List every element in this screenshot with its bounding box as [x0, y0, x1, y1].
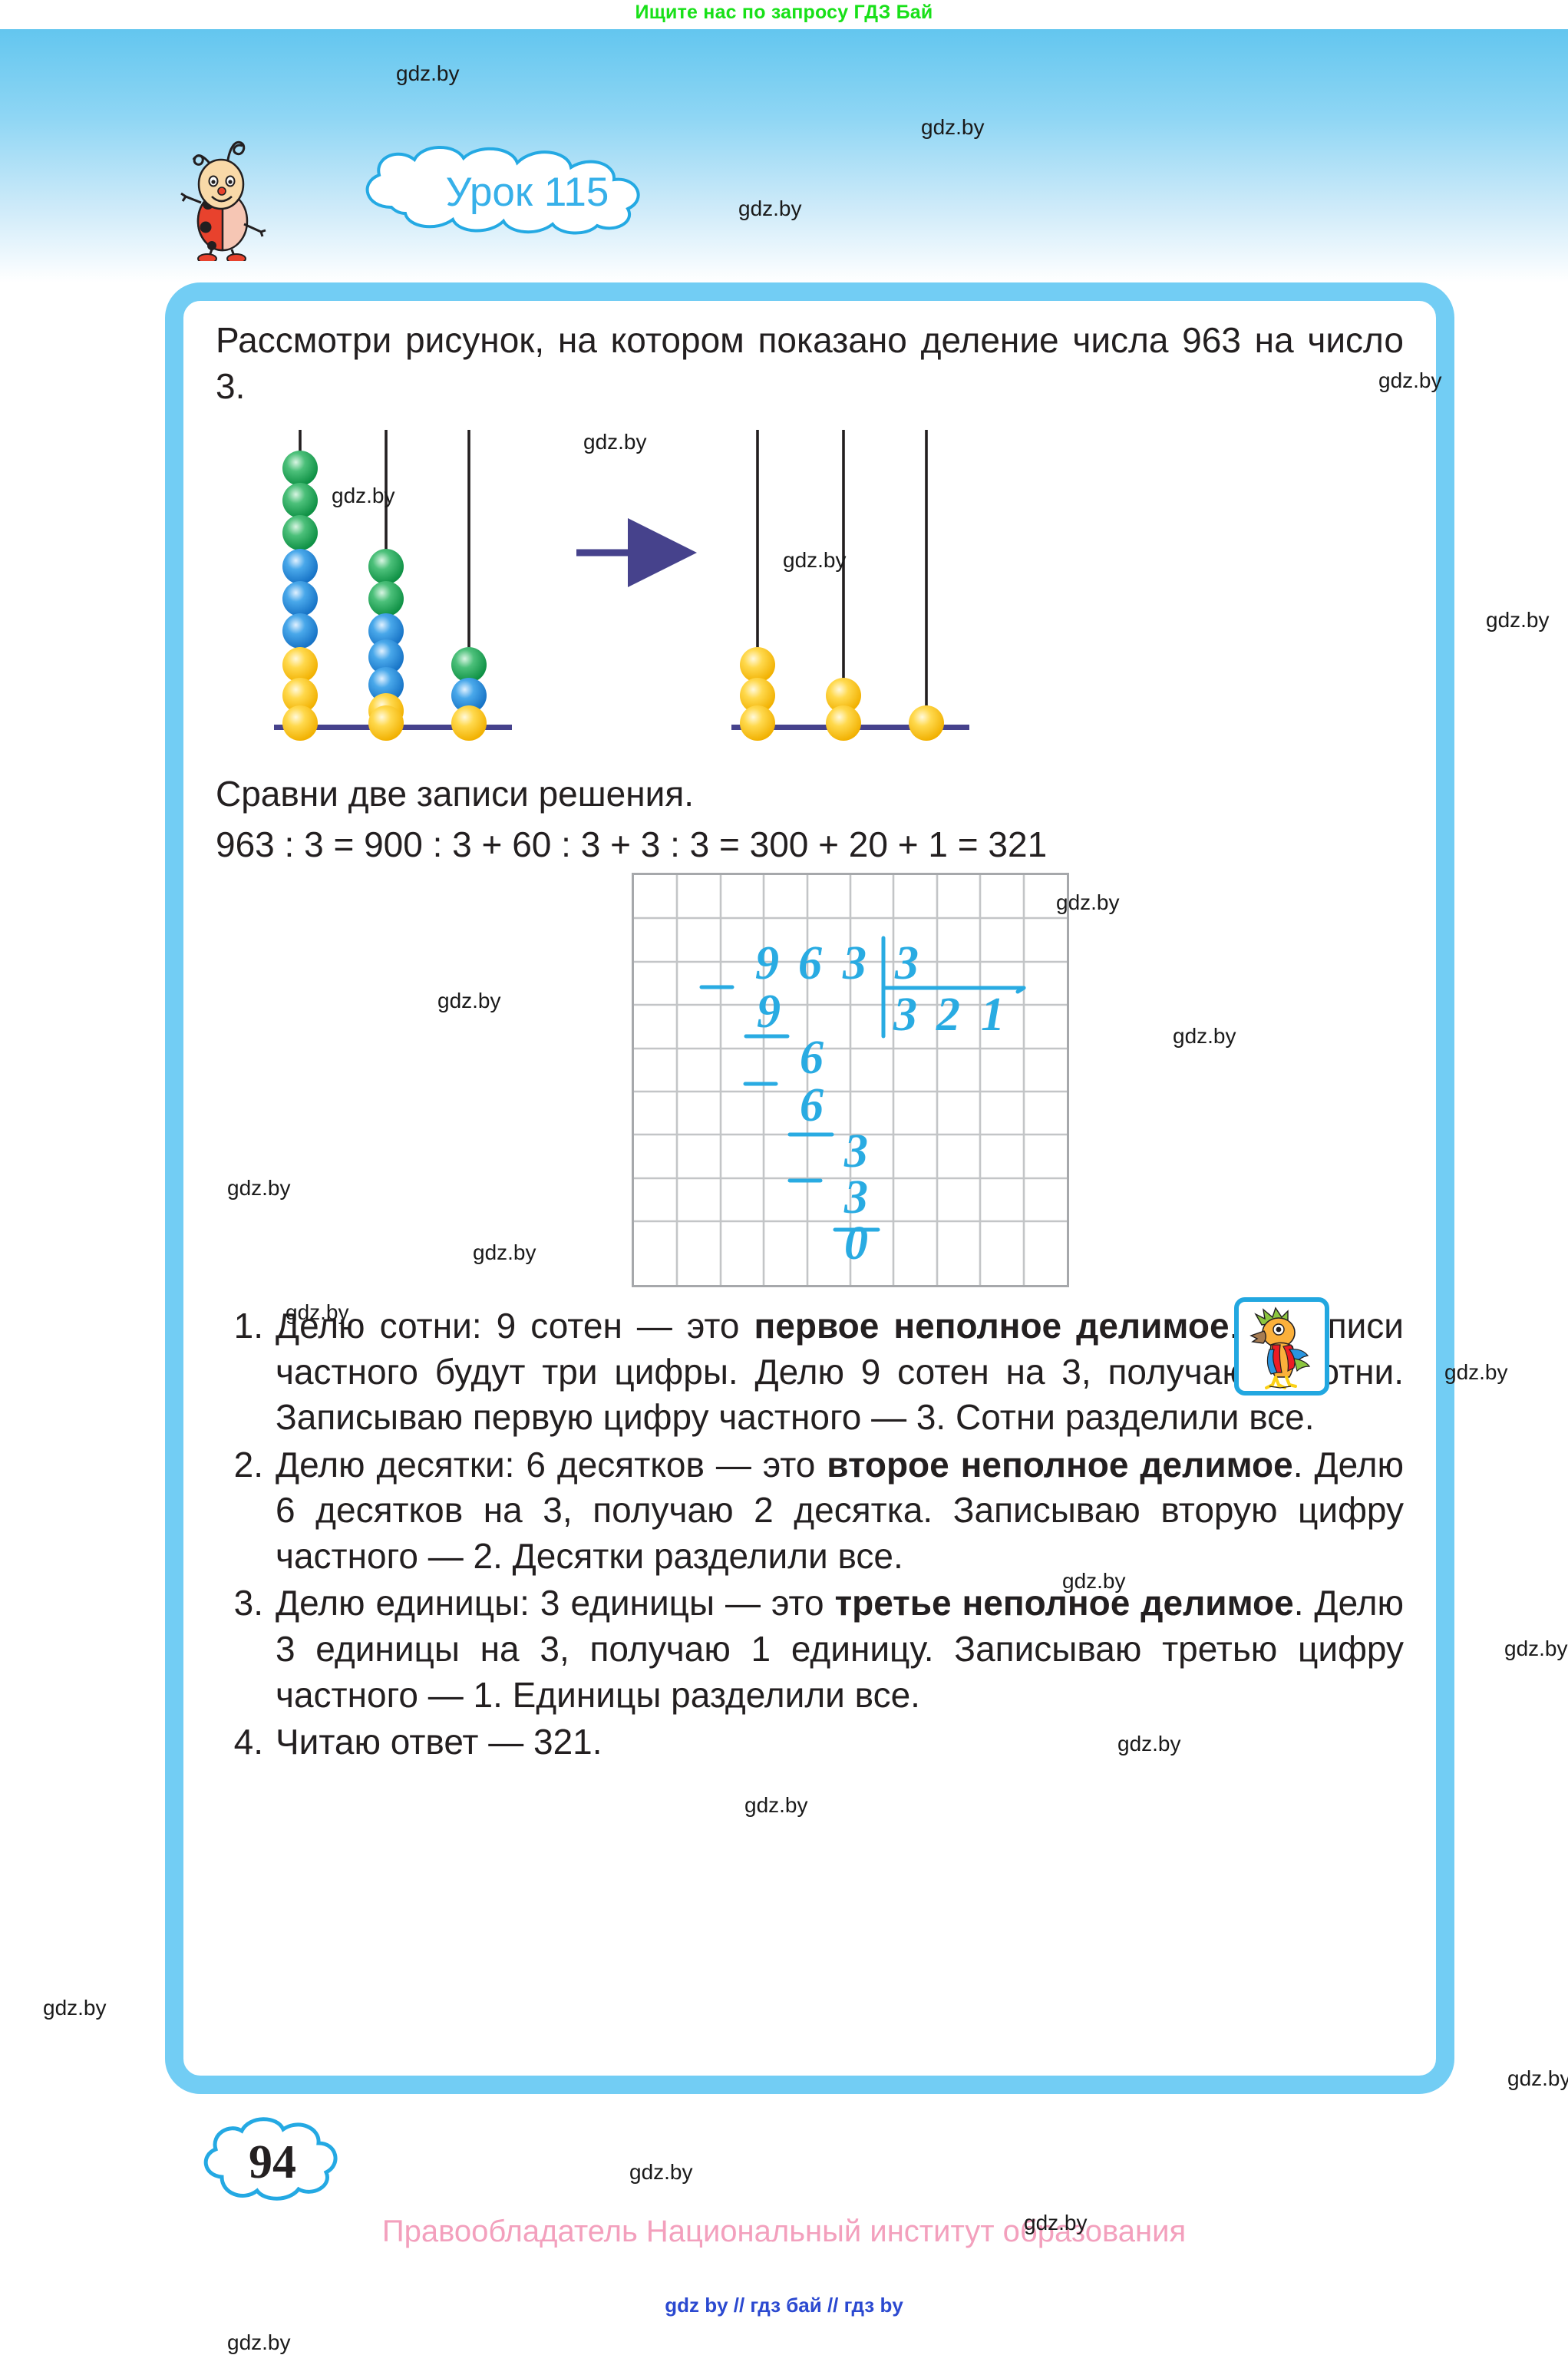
svg-text:3: 3: [843, 1171, 868, 1224]
svg-text:3: 3: [842, 937, 867, 989]
watermark-text: gdz.by: [227, 2330, 291, 2354]
page-number-cloud: 94: [196, 2105, 349, 2220]
promo-banner-text: Ищите нас по запросу ГДЗ Бай: [635, 2, 933, 23]
lesson-content-panel: Рассмотри рисунок, на котором показано д…: [165, 282, 1454, 2094]
copyright-notice: Правообладатель Национальный институт об…: [381, 2215, 1187, 2248]
svg-text:6: 6: [800, 1032, 824, 1084]
step-item: 3. Делю единицы: 3 единицы — это третье …: [216, 1580, 1404, 1718]
long-division-figure: 9 6 3 3 3 2 1 9 6 6 3: [216, 873, 1404, 1291]
svg-text:2: 2: [936, 989, 960, 1041]
watermark-text: gdz.by: [629, 2160, 693, 2184]
step-number: 2.: [233, 1444, 263, 1485]
steps-list: 1. Делю сотни: 9 сотен — это первое непо…: [216, 1303, 1404, 1765]
promo-banner: Ищите нас по запросу ГДЗ Бай: [0, 0, 1568, 29]
svg-text:6: 6: [800, 1079, 824, 1131]
svg-text:0: 0: [844, 1217, 868, 1270]
step-item: 2. Делю десятки: 6 десятков — это второе…: [216, 1442, 1404, 1580]
task-instruction-text: Рассмотри рисунок, на котором показано д…: [216, 320, 1404, 406]
parrot-icon: [1249, 1306, 1311, 1389]
compare-instruction-text: Сравни две записи решения.: [216, 773, 695, 814]
ladybug-mascot-icon: [167, 123, 290, 264]
abacus-svg: [274, 429, 969, 741]
step-text: Делю единицы: 3 единицы — это третье неп…: [276, 1583, 1404, 1715]
step-number: 4.: [233, 1722, 263, 1762]
svg-text:9: 9: [757, 986, 781, 1038]
watermark-text: gdz.by: [1486, 608, 1550, 632]
bottom-links: gdz by // гдз бай // гдз by: [665, 2294, 903, 2317]
svg-text:1: 1: [981, 989, 1005, 1041]
svg-text:9: 9: [755, 937, 779, 989]
svg-text:3: 3: [894, 937, 919, 989]
svg-text:3: 3: [843, 1125, 868, 1178]
lesson-title-label: Урок 115: [445, 170, 609, 215]
parrot-hint-badge: [1234, 1297, 1329, 1395]
step-number: 3.: [233, 1583, 263, 1623]
watermark-text: gdz.by: [43, 1996, 107, 2020]
lesson-title-cloud: Урок 115: [347, 143, 708, 235]
page-number: 94: [249, 2136, 296, 2188]
abacus-figure: [216, 421, 1404, 751]
grid-paper: 9 6 3 3 3 2 1 9 6 6 3: [632, 873, 1069, 1288]
sky-header-background: [0, 29, 1568, 282]
svg-text:6: 6: [798, 937, 822, 989]
watermark-text: gdz.by: [1504, 1637, 1568, 1660]
svg-text:3: 3: [893, 989, 917, 1041]
step-text: Читаю ответ — 321.: [276, 1722, 602, 1762]
expanded-equation: 963 : 3 = 900 : 3 + 60 : 3 + 3 : 3 = 300…: [216, 824, 1048, 865]
step-text: Делю десятки: 6 десятков — это второе не…: [276, 1444, 1404, 1576]
step-item: 4. Читаю ответ — 321.: [216, 1719, 1404, 1765]
step-number: 1.: [233, 1306, 263, 1346]
step-item: 1. Делю сотни: 9 сотен — это первое непо…: [216, 1303, 1404, 1441]
watermark-text: gdz.by: [1507, 2066, 1568, 2090]
